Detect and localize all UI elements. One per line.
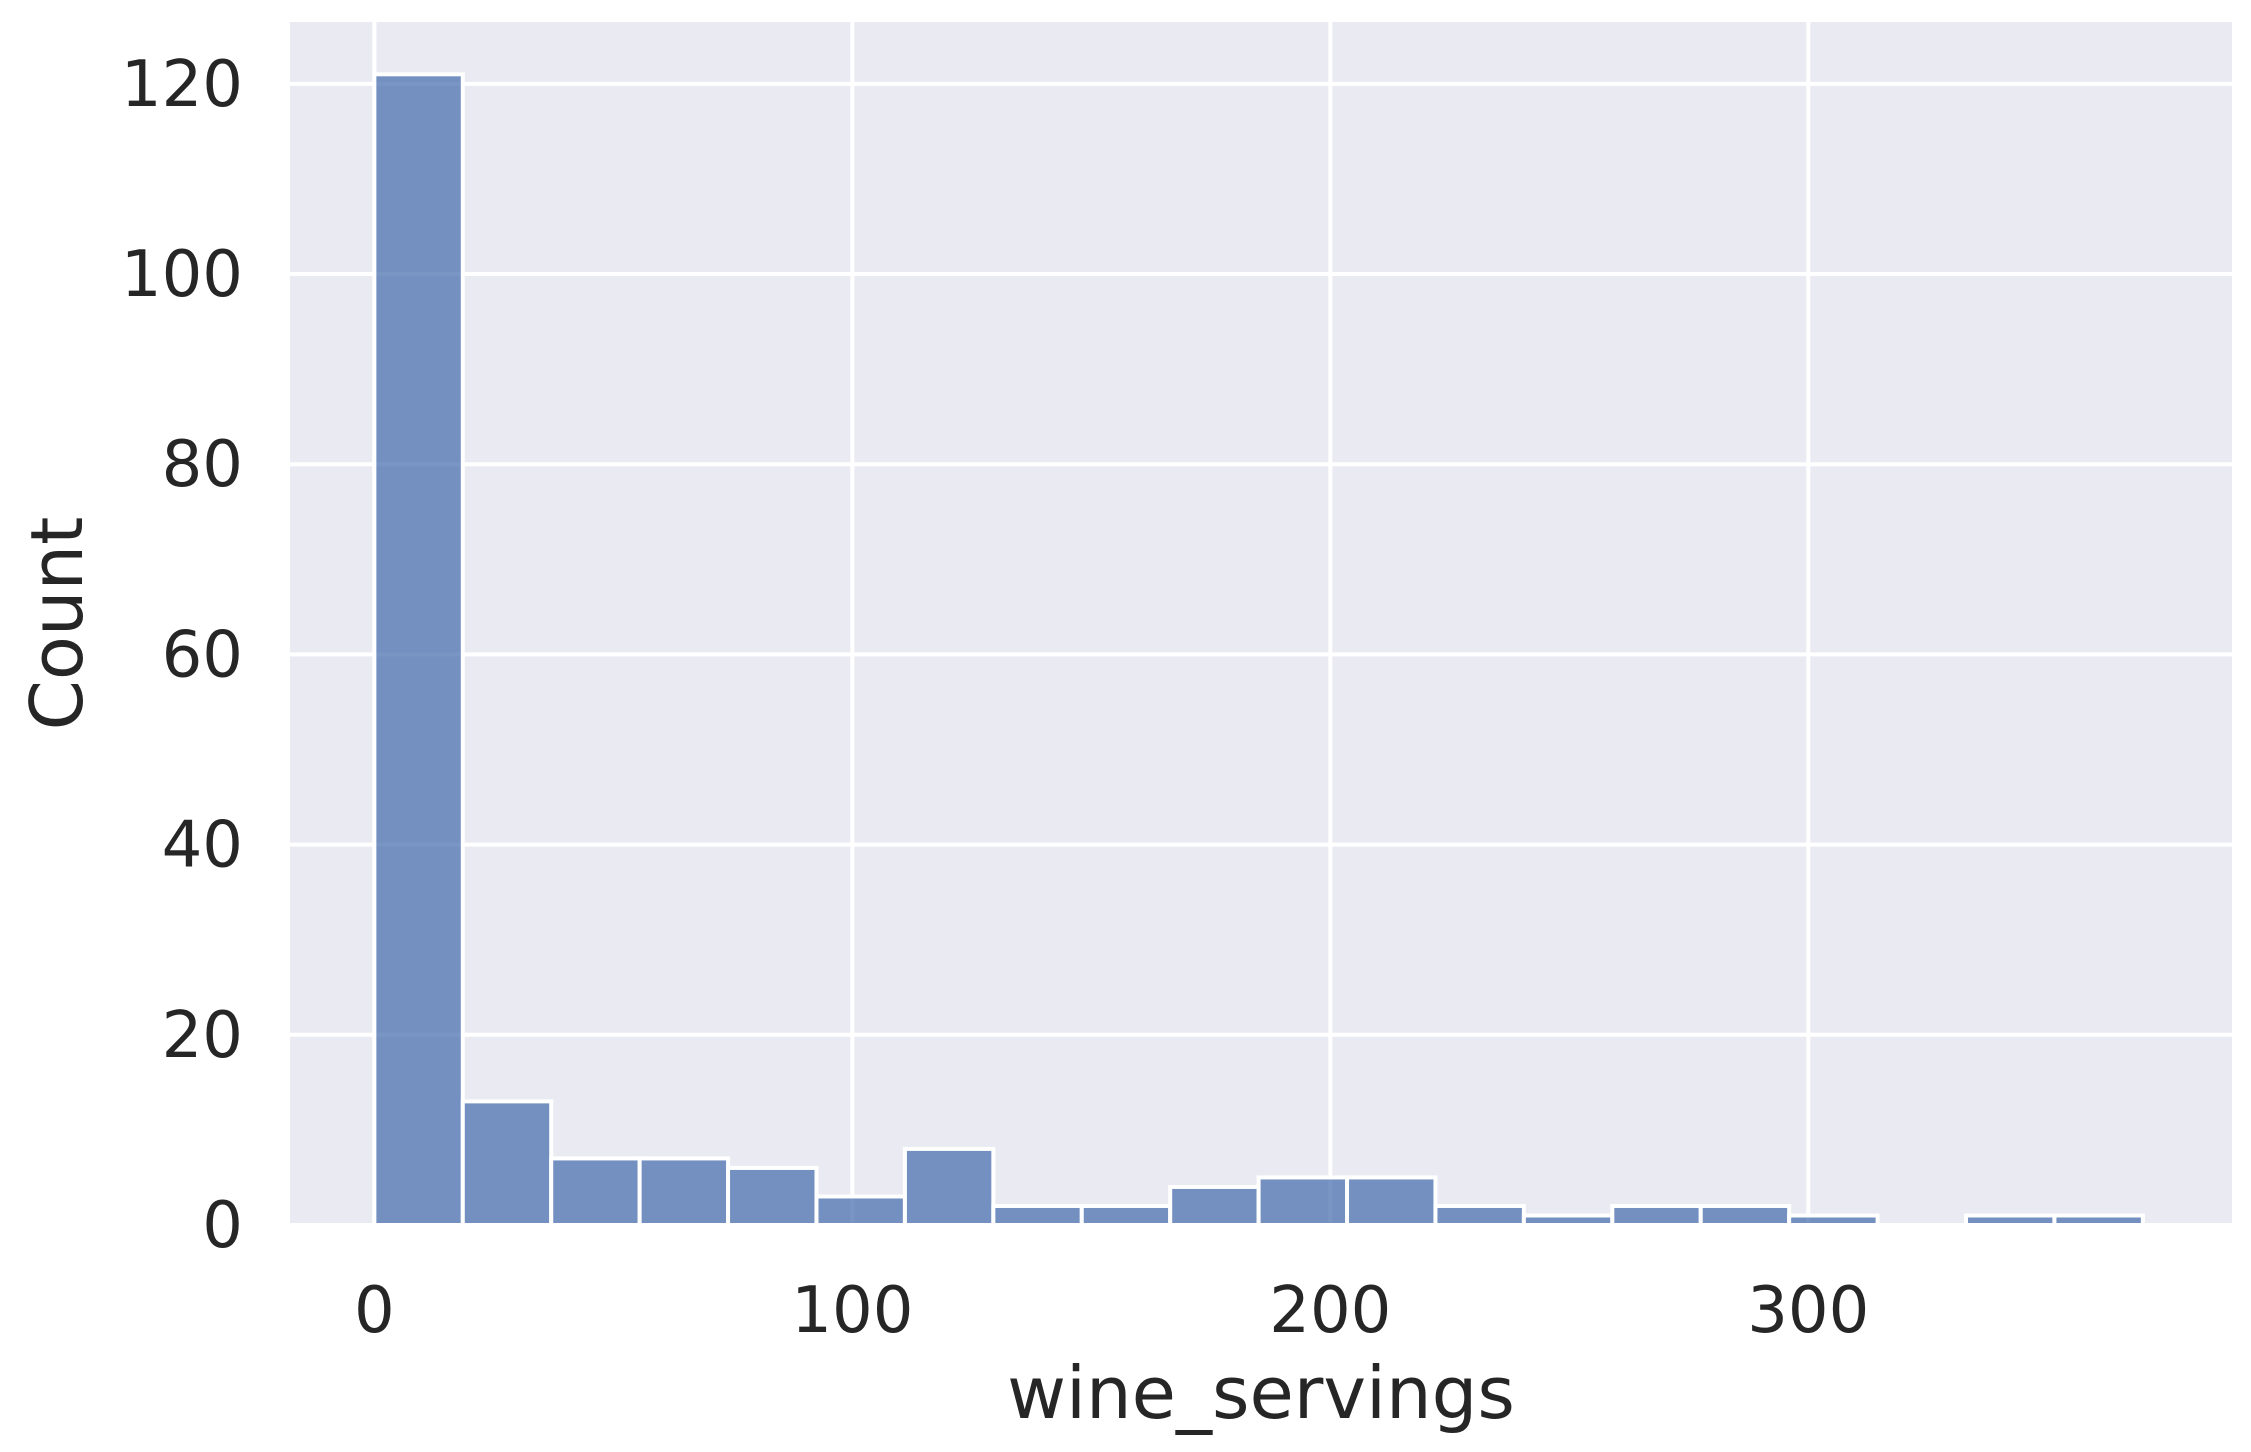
- histogram-bar: [902, 1146, 996, 1227]
- y-tick-label: 0: [202, 1189, 243, 1263]
- x-tick-label: 100: [791, 1274, 913, 1348]
- histogram-bar: [1256, 1175, 1350, 1227]
- histogram-bar: [1168, 1184, 1261, 1227]
- plot-area-background: [290, 22, 2232, 1225]
- histogram-bar: [1345, 1175, 1438, 1227]
- y-axis-label: Count: [15, 517, 99, 731]
- histogram-bar: [549, 1156, 642, 1227]
- y-tick-label: 80: [162, 428, 243, 502]
- y-tick-label: 100: [121, 238, 243, 312]
- histogram-bar: [2052, 1213, 2145, 1227]
- histogram-bars: [372, 72, 2145, 1228]
- histogram-bar: [372, 72, 465, 1228]
- histogram-bar: [460, 1099, 554, 1228]
- histogram-bar: [1521, 1213, 1615, 1227]
- histogram-bar: [1433, 1203, 1526, 1227]
- histogram-bar: [1698, 1203, 1792, 1227]
- tick-labels: 0 100 200 300 0 20 40 60 80 100 120: [121, 48, 1870, 1348]
- x-axis-label: wine_servings: [1007, 1351, 1515, 1435]
- histogram-bar: [991, 1203, 1084, 1227]
- grid-lines: [290, 22, 2232, 1227]
- y-tick-label: 120: [121, 48, 243, 122]
- histogram-bar: [1787, 1213, 1880, 1227]
- histogram-bar: [814, 1194, 907, 1227]
- histogram-bar: [1079, 1203, 1173, 1227]
- y-tick-label: 40: [162, 809, 243, 883]
- y-tick-label: 60: [162, 618, 243, 692]
- histogram-bar: [637, 1156, 731, 1227]
- histogram-bar: [1610, 1203, 1703, 1227]
- x-tick-label: 300: [1747, 1274, 1869, 1348]
- histogram-bar: [1964, 1213, 2057, 1227]
- x-tick-label: 0: [354, 1274, 395, 1348]
- histogram-bar: [726, 1165, 819, 1227]
- y-tick-label: 20: [162, 999, 243, 1073]
- x-tick-label: 200: [1269, 1274, 1391, 1348]
